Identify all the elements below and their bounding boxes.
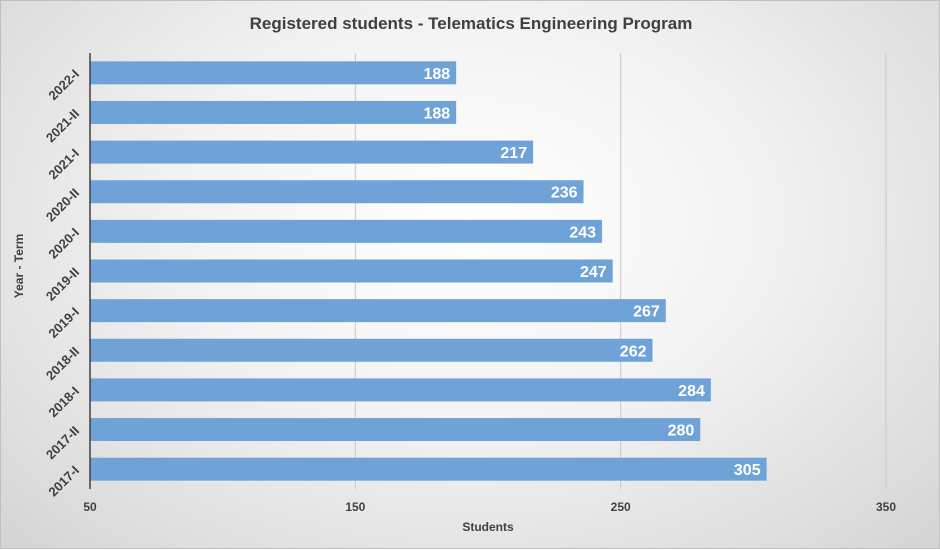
bar [90, 418, 701, 442]
data-label: 247 [580, 264, 607, 281]
x-axis-title: Students [462, 520, 514, 534]
y-tick-label: 2017-II [43, 423, 82, 462]
data-label: 236 [551, 185, 578, 202]
bars [90, 61, 767, 481]
bar [90, 180, 584, 204]
y-tick-label: 2020-I [45, 225, 82, 262]
bar [90, 299, 666, 323]
y-tick-label: 2019-I [45, 304, 82, 341]
bar [90, 338, 653, 362]
y-tick-label: 2019-II [43, 265, 82, 304]
bar [90, 219, 603, 243]
y-axis-ticks: 2017-I2017-II2018-I2018-II2019-I2019-II2… [43, 66, 82, 499]
data-label: 262 [620, 343, 647, 360]
data-label: 188 [423, 66, 450, 83]
bar [90, 61, 457, 85]
bar [90, 140, 534, 164]
bar [90, 100, 457, 124]
bar [90, 378, 711, 402]
bar [90, 457, 767, 481]
y-tick-label: 2018-I [45, 383, 82, 420]
data-labels: 305 280 284 262 267 247 243 236 217 188 188 [423, 66, 760, 479]
data-label: 305 [734, 462, 761, 479]
data-label: 267 [633, 304, 660, 321]
y-tick-label: 2020-II [43, 185, 82, 224]
data-label: 280 [668, 423, 695, 440]
x-tick-label: 50 [83, 500, 97, 514]
y-tick-label: 2021-I [45, 146, 82, 183]
data-label: 188 [423, 105, 450, 122]
y-tick-label: 2017-I [45, 463, 82, 500]
y-tick-label: 2022-I [45, 66, 82, 103]
x-tick-label: 350 [876, 500, 896, 514]
x-axis-ticks: 50 150 250 350 [83, 500, 896, 514]
x-tick-label: 250 [611, 500, 631, 514]
data-label: 217 [500, 145, 527, 162]
bar [90, 259, 613, 283]
y-tick-label: 2021-II [43, 106, 82, 145]
y-tick-label: 2018-II [43, 344, 82, 383]
x-tick-label: 150 [345, 500, 365, 514]
chart-title: Registered students - Telematics Enginee… [250, 14, 693, 33]
data-label: 243 [569, 224, 596, 241]
data-label: 284 [678, 383, 705, 400]
y-axis-title: Year - Term [12, 234, 26, 298]
